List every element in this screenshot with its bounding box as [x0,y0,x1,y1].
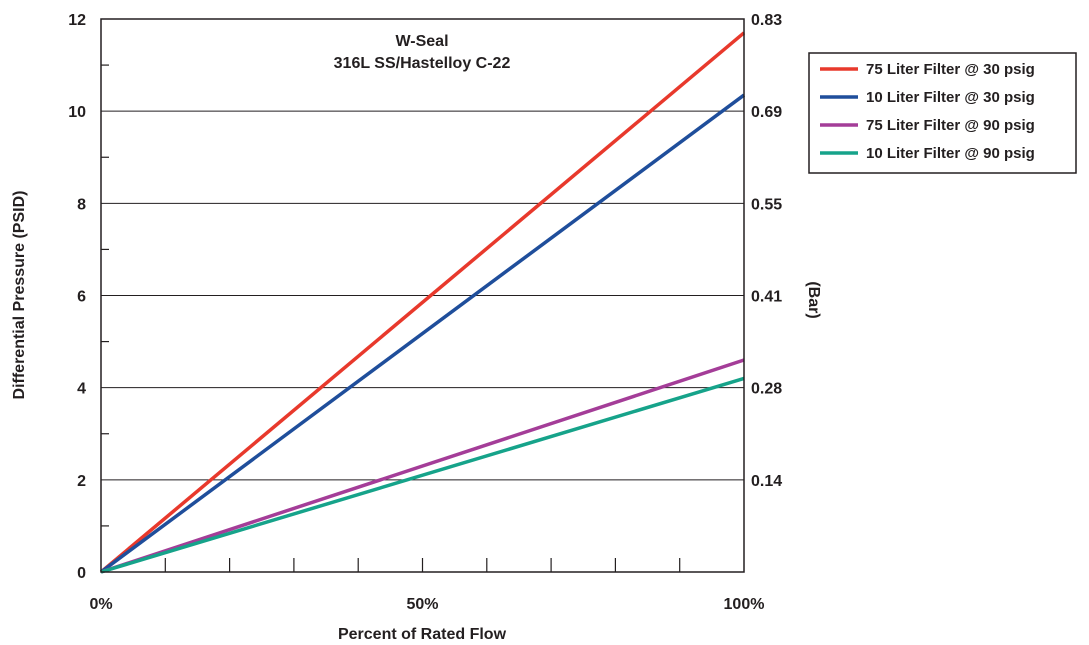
y-tick-label: 10 [68,104,86,121]
x-tick-label: 0% [89,596,112,613]
legend-label: 75 Liter Filter @ 90 psig [866,117,1035,134]
plot-area-frame [100,18,745,573]
x-tick-labels: 0% 50% 100% [89,596,764,613]
gridlines [101,110,744,481]
chart-subtitle: 316L SS/Hastelloy C-22 [334,55,511,72]
y2-tick-label: 0.14 [751,473,782,490]
x-tick-label: 100% [724,596,765,613]
series-line [100,358,745,574]
y-tick-label: 0 [77,565,86,582]
series-line [99,93,746,574]
legend-box [808,52,1077,174]
y2-tick-label: 0.83 [751,12,782,29]
legend: 75 Liter Filter @ 30 psig 10 Liter Filter… [808,52,1077,174]
y2-tick-label: 0.69 [751,104,782,121]
legend-label: 10 Liter Filter @ 30 psig [866,89,1035,106]
legend-label: 10 Liter Filter @ 90 psig [866,145,1035,162]
y2-tick-label: 0.41 [751,289,782,306]
y-tick-label: 6 [77,289,86,306]
y-tick-label: 2 [77,473,86,490]
y2-axis-title: (Bar) [805,281,822,318]
series-line [100,376,745,574]
y2-tick-labels: 0.14 0.28 0.41 0.55 0.69 0.83 [751,12,782,490]
series-lines [99,31,746,574]
chart-title: W-Seal [395,33,448,50]
y-tick-label: 8 [77,196,86,213]
legend-label: 75 Liter Filter @ 30 psig [866,61,1035,78]
y-tick-label: 4 [77,381,86,398]
y2-tick-label: 0.28 [751,381,782,398]
series-line [99,31,746,574]
y-tick-labels: 0 2 4 6 8 10 12 [68,12,86,582]
x-axis-title: Percent of Rated Flow [338,626,507,643]
minor-ticks [101,64,681,572]
y-axis-title: Differential Pressure (PSID) [11,191,28,400]
x-tick-label: 50% [406,596,438,613]
y-tick-label: 12 [68,12,86,29]
y2-tick-label: 0.55 [751,196,782,213]
